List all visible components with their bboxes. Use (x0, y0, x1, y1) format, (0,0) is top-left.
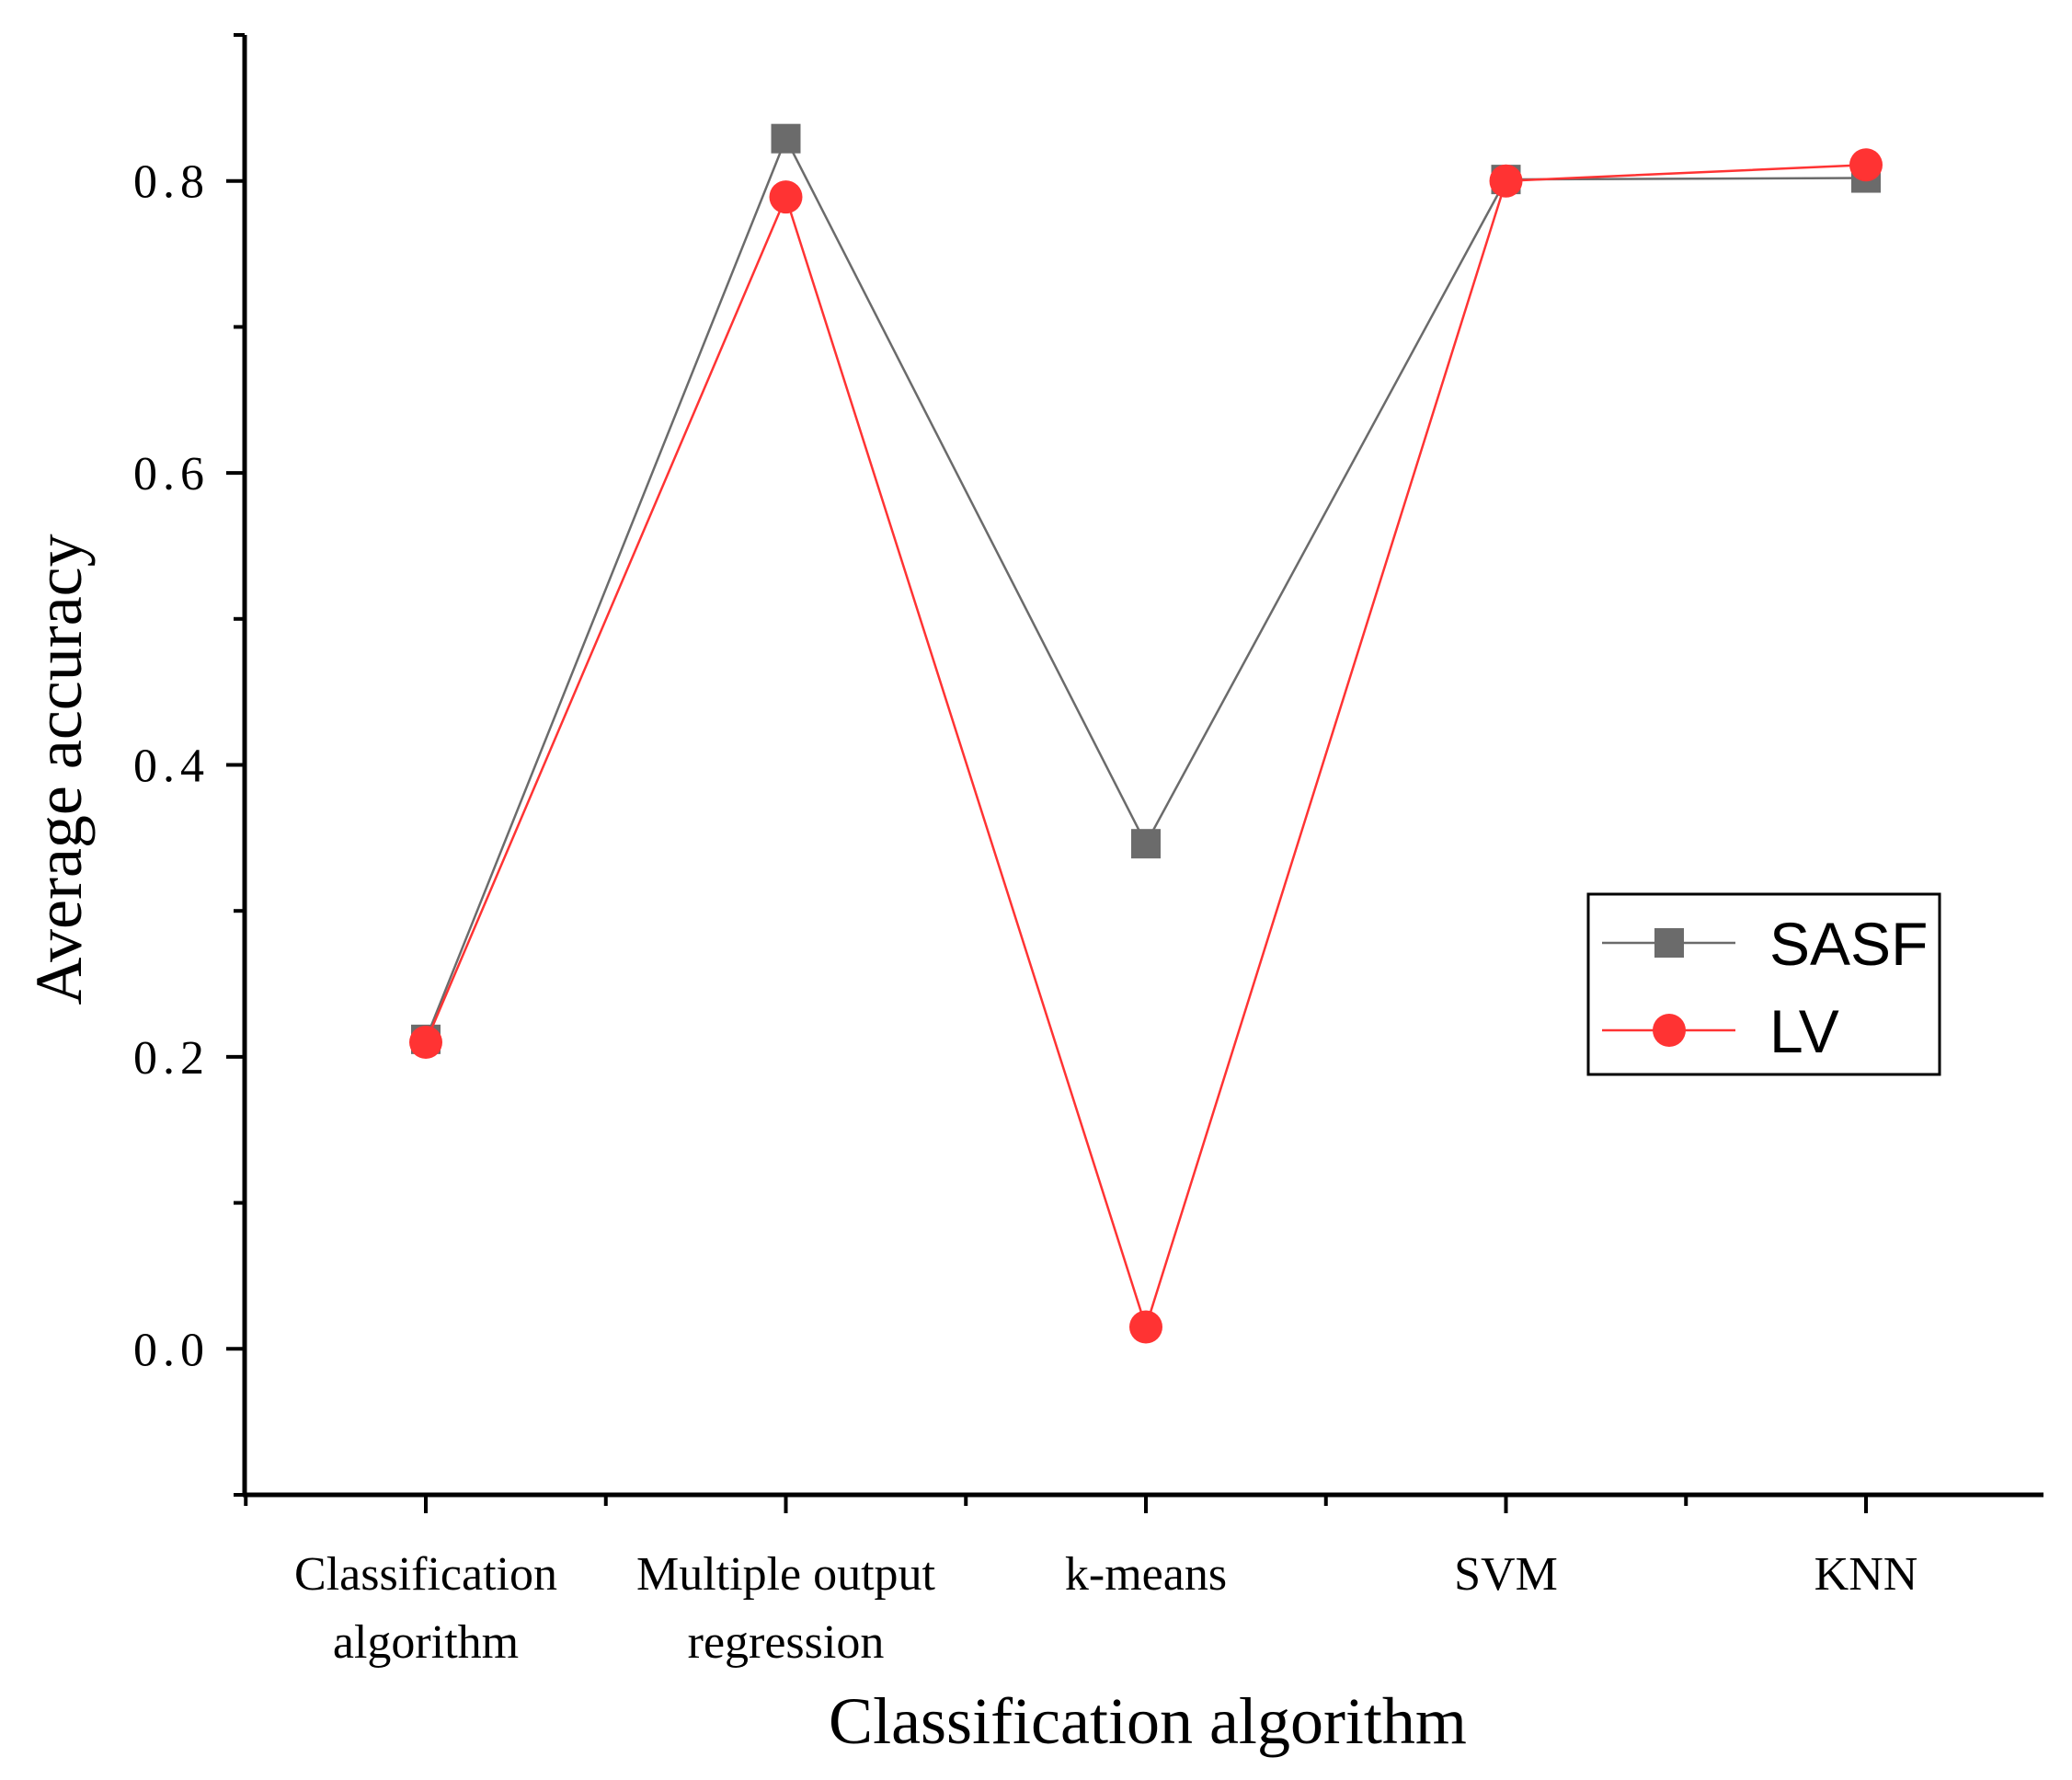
y-tick-label: 0.0 (133, 1324, 210, 1376)
data-point (1131, 829, 1161, 859)
x-category-label: algorithm (333, 1616, 519, 1669)
series-group (409, 123, 1883, 1344)
x-category-label: SVM (1454, 1548, 1558, 1601)
y-tick-label: 0.8 (133, 156, 210, 209)
legend-label: LV (1769, 997, 1839, 1065)
data-point (1849, 148, 1883, 182)
series-line (424, 163, 1867, 1331)
y-tick-label: 0.2 (133, 1032, 210, 1085)
legend-label: SASF (1769, 910, 1928, 978)
data-point (1489, 164, 1523, 198)
data-point (769, 180, 803, 214)
legend-box (1586, 892, 1941, 1076)
x-axis-title: Classification algorithm (829, 1684, 1467, 1758)
x-category-label: Classification (294, 1548, 557, 1601)
labels: 0.0 0.2 0.4 0.6 0.8 Classification algorithm Mu… (22, 156, 1917, 1758)
data-point (409, 1026, 442, 1060)
y-tick-label: 0.6 (133, 448, 210, 500)
y-axis-title: Average accuracy (22, 534, 96, 1005)
series-lv (409, 148, 1883, 1344)
data-point (1129, 1310, 1162, 1344)
y-tick-label: 0.4 (133, 741, 210, 793)
data-point (771, 123, 801, 154)
legend-square-icon (1654, 928, 1684, 958)
x-category-label: k-means (1065, 1548, 1227, 1601)
x-category-label: Multiple output (636, 1548, 936, 1601)
legend: SASF LV (1586, 892, 1941, 1076)
legend-circle-icon (1653, 1014, 1686, 1047)
x-category-label: KNN (1814, 1548, 1918, 1601)
axes (226, 33, 2043, 1513)
x-category-label: regression (688, 1616, 885, 1669)
